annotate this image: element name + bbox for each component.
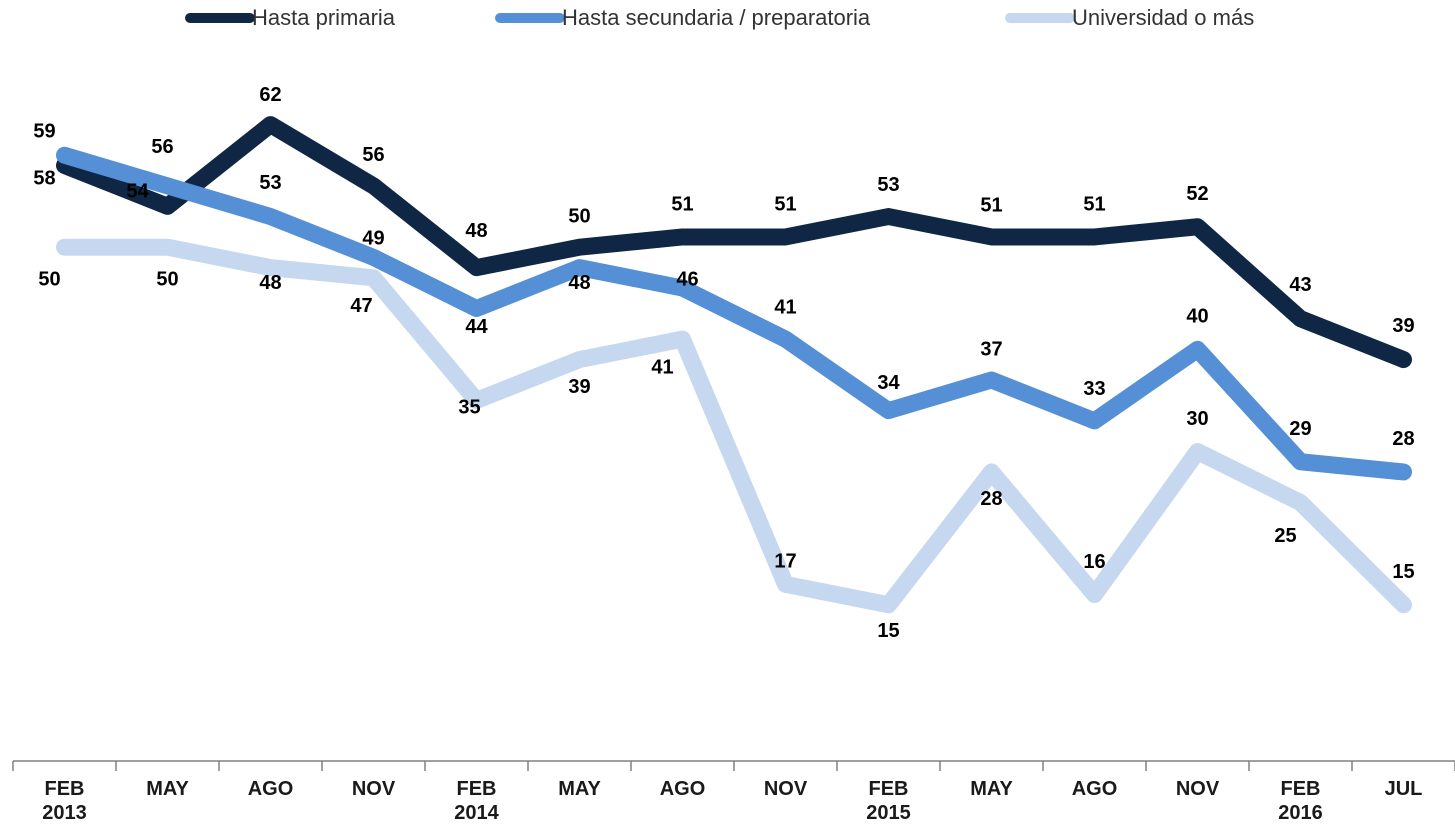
series-line — [56, 146, 1412, 481]
series-line — [56, 116, 1412, 369]
data-label: 50 — [156, 268, 178, 290]
data-label: 58 — [33, 168, 55, 190]
data-label: 48 — [259, 272, 281, 294]
data-label: 50 — [568, 205, 590, 227]
data-label: 51 — [671, 193, 693, 215]
data-label: 53 — [877, 174, 899, 196]
data-label: 51 — [980, 194, 1002, 216]
data-label: 37 — [980, 338, 1002, 360]
data-label: 44 — [465, 316, 488, 338]
data-label: 17 — [774, 551, 796, 573]
data-label: 28 — [980, 488, 1002, 510]
data-label: 50 — [38, 268, 60, 290]
series-line — [56, 238, 1412, 614]
x-tick-label: NOV — [351, 778, 396, 800]
data-label: 48 — [568, 272, 590, 294]
data-label: 41 — [774, 296, 796, 318]
data-label: 56 — [151, 136, 173, 158]
data-label: 40 — [1186, 306, 1208, 328]
data-label: 15 — [1392, 561, 1414, 583]
data-label: 43 — [1289, 274, 1311, 296]
x-tick-label: NOV — [763, 778, 808, 800]
data-label: 35 — [458, 397, 480, 419]
x-tick-label: FEB 2014 — [454, 778, 499, 824]
data-label: 51 — [774, 193, 796, 215]
x-tick-label: NOV — [1175, 778, 1220, 800]
x-tick-label: AGO — [659, 778, 706, 800]
data-label: 59 — [33, 121, 55, 143]
data-label: 15 — [877, 620, 899, 642]
data-label: 41 — [651, 356, 673, 378]
data-label: 33 — [1083, 378, 1105, 400]
data-label: 16 — [1083, 551, 1105, 573]
data-label: 48 — [465, 220, 487, 242]
x-tick-label: MAY — [146, 778, 189, 800]
x-tick-label: JUL — [1384, 778, 1423, 800]
data-label: 30 — [1186, 408, 1208, 430]
x-tick-label: FEB 2016 — [1278, 778, 1323, 824]
legend-label: Hasta secundaria / preparatoria — [562, 5, 871, 30]
x-tick-label: AGO — [247, 778, 294, 800]
data-label: 46 — [676, 268, 698, 290]
data-label: 52 — [1186, 183, 1208, 205]
data-label: 39 — [568, 376, 590, 398]
data-label: 34 — [877, 372, 900, 394]
x-tick-label: MAY — [558, 778, 601, 800]
data-label: 62 — [259, 84, 281, 106]
data-label: 53 — [259, 172, 281, 194]
x-tick-label: MAY — [970, 778, 1013, 800]
x-tick-label: FEB 2015 — [866, 778, 911, 824]
data-label: 47 — [350, 295, 372, 317]
legend-label: Universidad o más — [1072, 5, 1254, 30]
data-label: 25 — [1274, 525, 1296, 547]
data-label: 29 — [1289, 418, 1311, 440]
data-label: 28 — [1392, 428, 1414, 450]
x-tick-label: AGO — [1071, 778, 1118, 800]
data-label: 39 — [1392, 315, 1414, 337]
data-label: 51 — [1083, 193, 1105, 215]
data-label: 56 — [362, 144, 384, 166]
x-tick-label: FEB 2013 — [42, 778, 87, 824]
data-label: 54 — [126, 181, 149, 203]
legend-label: Hasta primaria — [252, 5, 396, 30]
data-label: 49 — [362, 228, 384, 250]
